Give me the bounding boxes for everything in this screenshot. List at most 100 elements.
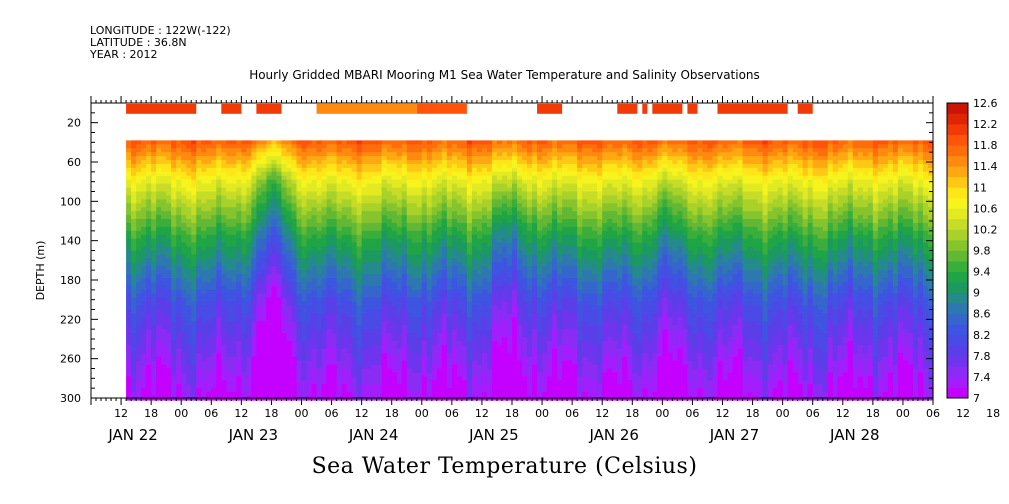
heatmap-cell (501, 179, 508, 185)
heatmap-cell (301, 344, 308, 350)
heatmap-cell (371, 144, 378, 149)
heatmap-cell (411, 337, 418, 342)
heatmap-cell (201, 301, 207, 307)
heatmap-cell (426, 246, 433, 252)
heatmap-cell (351, 376, 358, 381)
heatmap-cell (131, 376, 137, 381)
heatmap-cell (466, 187, 473, 193)
heatmap-cell (131, 207, 137, 212)
heatmap-cell (206, 274, 212, 279)
heatmap-cell (221, 258, 227, 263)
heatmap-cell (141, 384, 147, 389)
heatmap-cell (136, 321, 142, 326)
heatmap-cell (296, 144, 303, 149)
heatmap-cell (406, 305, 413, 311)
heatmap-cell (381, 242, 388, 248)
heatmap-cell (296, 195, 303, 200)
heatmap-cell (281, 368, 288, 374)
heatmap-cell (366, 329, 373, 334)
heatmap-cell (301, 219, 308, 224)
heatmap-cell (451, 305, 458, 311)
heatmap-cell (346, 266, 353, 271)
heatmap-cell (501, 160, 508, 165)
heatmap-cell (316, 352, 323, 358)
heatmap-cell (371, 344, 378, 350)
heatmap-cell (286, 289, 293, 295)
heatmap-cell (471, 388, 478, 393)
heatmap-cell (206, 368, 212, 374)
heatmap-cell (261, 388, 268, 393)
heatmap-cell (126, 230, 132, 236)
heatmap-cell (456, 242, 463, 248)
heatmap-cell (196, 289, 202, 295)
heatmap-cell (381, 203, 388, 208)
heatmap-cell (301, 356, 308, 362)
heatmap-cell (466, 191, 473, 197)
heatmap-cell (461, 356, 468, 362)
heatmap-cell (171, 281, 177, 287)
heatmap-cell (176, 388, 182, 393)
heatmap-cell (241, 262, 247, 267)
heatmap-cell (486, 230, 493, 236)
heatmap-cell (326, 344, 333, 350)
heatmap-cell (491, 175, 498, 181)
heatmap-cell (176, 258, 182, 263)
heatmap-cell (346, 203, 353, 208)
heatmap-cell (146, 148, 152, 153)
heatmap-cell (156, 348, 162, 354)
heatmap-cell (131, 344, 137, 350)
heatmap-cell (251, 388, 257, 393)
heatmap-cell (186, 207, 192, 212)
heatmap-cell (321, 187, 328, 193)
heatmap-cell (306, 187, 313, 193)
heatmap-cell (176, 246, 182, 252)
heatmap-cell (151, 317, 157, 322)
heatmap-cell (241, 289, 247, 295)
heatmap-cell (171, 317, 177, 322)
heatmap-cell (346, 278, 353, 283)
heatmap-cell (166, 368, 172, 374)
heatmap-cell (261, 152, 268, 157)
heatmap-cell (441, 348, 448, 354)
heatmap-cell (426, 234, 433, 240)
heatmap-cell (161, 293, 167, 299)
heatmap-cell (461, 242, 468, 248)
heatmap-cell (306, 175, 313, 181)
heatmap-cell (181, 384, 187, 389)
heatmap-cell (221, 356, 227, 362)
heatmap-cell (196, 191, 202, 197)
heatmap-cell (256, 234, 262, 240)
heatmap-cell (476, 199, 483, 204)
heatmap-cell (301, 317, 308, 322)
heatmap-cell (266, 219, 273, 224)
heatmap-cell (161, 238, 167, 244)
heatmap-cell (326, 171, 333, 177)
heatmap-cell (326, 285, 333, 291)
heatmap-cell (351, 356, 358, 362)
heatmap-cell (216, 376, 222, 381)
heatmap-cell (161, 226, 167, 232)
heatmap-cell (391, 321, 398, 326)
heatmap-cell (251, 384, 257, 389)
heatmap-cell (281, 160, 288, 165)
heatmap-cell (166, 152, 172, 157)
heatmap-cell (261, 309, 268, 315)
heatmap-cell (486, 297, 493, 303)
heatmap-cell (141, 313, 147, 318)
heatmap-cell (301, 238, 308, 244)
heatmap-cell (431, 148, 438, 153)
heatmap-cell (186, 230, 192, 236)
heatmap-cell (476, 140, 483, 145)
heatmap-cell (461, 313, 468, 318)
heatmap-cell (196, 340, 202, 346)
heatmap-cell (141, 293, 147, 299)
heatmap-cell (136, 281, 142, 287)
heatmap-cell (206, 329, 212, 334)
heatmap-cell (216, 317, 222, 322)
heatmap-cell (351, 309, 358, 315)
heatmap-cell (411, 329, 418, 334)
heatmap-cell (411, 340, 418, 346)
heatmap-cell (316, 203, 323, 208)
heatmap-cell (396, 278, 403, 283)
heatmap-cell (461, 171, 468, 177)
